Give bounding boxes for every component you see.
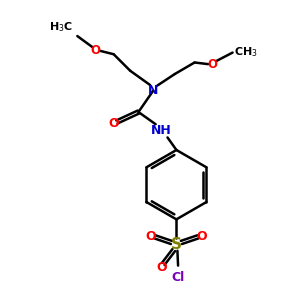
- Text: NH: NH: [151, 124, 172, 137]
- Text: S: S: [171, 237, 182, 252]
- Text: CH$_3$: CH$_3$: [234, 46, 258, 59]
- Text: Cl: Cl: [171, 271, 185, 284]
- Text: O: O: [108, 117, 119, 130]
- Text: N: N: [148, 84, 158, 97]
- Text: O: O: [91, 44, 100, 57]
- Text: O: O: [156, 261, 167, 274]
- Text: H$_3$C: H$_3$C: [49, 21, 74, 34]
- Text: O: O: [208, 58, 218, 70]
- Text: O: O: [146, 230, 156, 243]
- Text: O: O: [196, 230, 207, 243]
